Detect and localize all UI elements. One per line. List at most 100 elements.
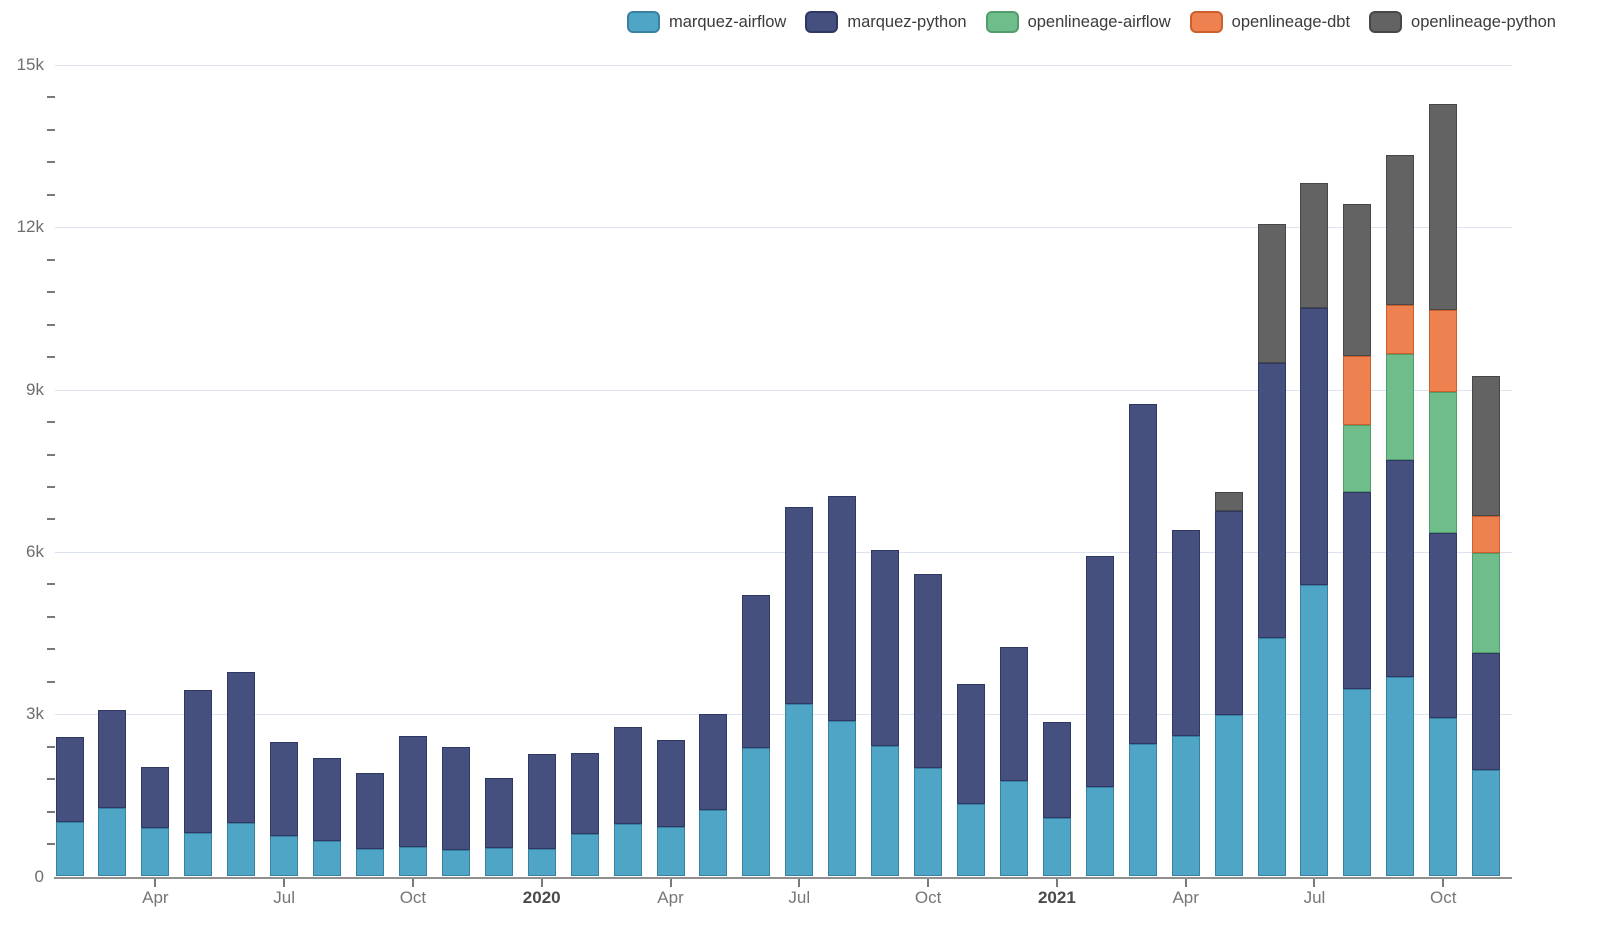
bar-segment-marquez-python[interactable] — [227, 672, 256, 823]
bar-segment-marquez-airflow[interactable] — [98, 808, 127, 877]
bar-segment-openlineage-python[interactable] — [1429, 103, 1458, 310]
bar-segment-marquez-python[interactable] — [55, 736, 84, 823]
bar-segment-openlineage-dbt[interactable] — [1386, 304, 1415, 355]
bar-segment-marquez-airflow[interactable] — [699, 810, 728, 877]
y-axis-minor-tick — [47, 356, 55, 359]
bar-segment-marquez-airflow[interactable] — [1214, 714, 1243, 877]
legend-label: openlineage-dbt — [1231, 12, 1351, 31]
bar-segment-marquez-python[interactable] — [1300, 307, 1329, 585]
bar-segment-marquez-airflow[interactable] — [785, 703, 814, 877]
y-axis-minor-tick — [47, 258, 55, 261]
bar-segment-marquez-python[interactable] — [999, 647, 1028, 781]
bar-segment-marquez-python[interactable] — [441, 747, 470, 850]
bar-segment-marquez-python[interactable] — [484, 778, 513, 849]
bar-segment-marquez-airflow[interactable] — [184, 832, 213, 877]
bar-segment-openlineage-dbt[interactable] — [1429, 309, 1458, 393]
bar-segment-openlineage-dbt[interactable] — [1343, 355, 1372, 426]
bar-segment-marquez-airflow[interactable] — [227, 822, 256, 877]
bar-segment-marquez-airflow[interactable] — [398, 846, 427, 877]
bar-segment-marquez-airflow[interactable] — [999, 780, 1028, 877]
bar-segment-marquez-airflow[interactable] — [828, 721, 857, 877]
bar-segment-marquez-airflow[interactable] — [1257, 637, 1286, 877]
bar-segment-marquez-airflow[interactable] — [484, 848, 513, 877]
bar-segment-marquez-python[interactable] — [527, 753, 556, 849]
bar-segment-marquez-airflow[interactable] — [141, 828, 170, 877]
bar-segment-marquez-python[interactable] — [313, 758, 342, 841]
bar-segment-marquez-airflow[interactable] — [570, 834, 599, 877]
bar-segment-marquez-airflow[interactable] — [1042, 818, 1071, 877]
bar-segment-marquez-python[interactable] — [957, 683, 986, 804]
bar-segment-marquez-airflow[interactable] — [1300, 584, 1329, 877]
bar-segment-marquez-airflow[interactable] — [742, 748, 771, 877]
legend-item-openlineage-airflow[interactable]: openlineage-airflow — [985, 11, 1171, 33]
bar-segment-openlineage-python[interactable] — [1343, 204, 1372, 356]
bar-segment-marquez-airflow[interactable] — [1343, 688, 1372, 877]
bar-segment-marquez-python[interactable] — [1343, 492, 1372, 689]
bar-segment-marquez-airflow[interactable] — [656, 827, 685, 877]
legend-item-marquez-python[interactable]: marquez-python — [805, 11, 967, 33]
bar-segment-marquez-airflow[interactable] — [957, 804, 986, 877]
bar-segment-marquez-python[interactable] — [1128, 403, 1157, 745]
bar-segment-marquez-airflow[interactable] — [270, 836, 299, 877]
bar-segment-marquez-python[interactable] — [914, 574, 943, 769]
y-axis-minor-tick — [47, 161, 55, 164]
bar-segment-openlineage-python[interactable] — [1257, 224, 1286, 363]
bar-segment-marquez-airflow[interactable] — [1429, 717, 1458, 877]
bar-segment-marquez-airflow[interactable] — [1128, 744, 1157, 877]
bar-segment-marquez-python[interactable] — [1257, 362, 1286, 638]
bar-segment-marquez-python[interactable] — [1429, 532, 1458, 718]
bar-segment-marquez-airflow[interactable] — [1085, 787, 1114, 877]
bar-segment-openlineage-python[interactable] — [1300, 182, 1329, 308]
legend-item-marquez-airflow[interactable]: marquez-airflow — [626, 11, 786, 33]
bar-segment-marquez-python[interactable] — [871, 549, 900, 746]
bar-segment-marquez-airflow[interactable] — [613, 824, 642, 877]
legend-item-openlineage-dbt[interactable]: openlineage-dbt — [1189, 11, 1351, 33]
y-axis-minor-tick — [47, 745, 55, 748]
bar-segment-marquez-airflow[interactable] — [871, 745, 900, 877]
bar-segment-marquez-python[interactable] — [1472, 653, 1501, 770]
bar-segment-marquez-airflow[interactable] — [356, 848, 384, 877]
bar-segment-marquez-python[interactable] — [742, 594, 771, 749]
bar-segment-marquez-python[interactable] — [1085, 555, 1114, 788]
bar-segment-marquez-python[interactable] — [270, 742, 299, 837]
bar-segment-marquez-airflow[interactable] — [1171, 735, 1200, 877]
bar-segment-marquez-python[interactable] — [570, 752, 599, 835]
x-axis-tick-label: Jul — [1303, 887, 1326, 907]
bar-segment-openlineage-airflow[interactable] — [1472, 552, 1501, 654]
bar-segment-marquez-python[interactable] — [1386, 460, 1415, 678]
bar-segment-openlineage-python[interactable] — [1214, 491, 1243, 511]
bar-segment-marquez-python[interactable] — [184, 690, 213, 833]
bar-segment-marquez-python[interactable] — [1214, 510, 1243, 715]
bar-segment-marquez-airflow[interactable] — [55, 822, 84, 877]
legend-swatch-icon — [985, 11, 1019, 33]
bar-segment-marquez-airflow[interactable] — [527, 848, 556, 877]
bar-segment-marquez-python[interactable] — [785, 506, 814, 704]
bar-segment-marquez-airflow[interactable] — [313, 840, 342, 877]
bar-segment-marquez-python[interactable] — [828, 496, 857, 722]
bar-segment-marquez-python[interactable] — [1171, 529, 1200, 736]
bar-segment-openlineage-dbt[interactable] — [1472, 515, 1501, 553]
legend-item-openlineage-python[interactable]: openlineage-python — [1369, 11, 1556, 33]
bar-segment-marquez-python[interactable] — [613, 727, 642, 824]
legend-swatch-icon — [626, 11, 660, 33]
bar-segment-marquez-airflow[interactable] — [1386, 677, 1415, 877]
bar-segment-marquez-airflow[interactable] — [441, 849, 470, 877]
bar-segment-marquez-python[interactable] — [1042, 722, 1071, 819]
bar-segment-openlineage-airflow[interactable] — [1343, 425, 1372, 493]
x-axis-tick-label: Oct — [1430, 887, 1457, 907]
bar-segment-openlineage-airflow[interactable] — [1386, 354, 1415, 461]
bar-segment-marquez-airflow[interactable] — [1472, 769, 1501, 877]
y-axis-minor-tick — [47, 128, 55, 131]
bar-segment-marquez-python[interactable] — [398, 735, 427, 847]
y-axis-tick-label: 3k — [26, 704, 44, 724]
bar-segment-marquez-python[interactable] — [656, 739, 685, 828]
bar-segment-marquez-python[interactable] — [356, 772, 384, 849]
bar-segment-marquez-python[interactable] — [141, 767, 170, 829]
bar-segment-openlineage-python[interactable] — [1386, 155, 1415, 305]
bar-segment-marquez-airflow[interactable] — [914, 768, 943, 877]
bar-segment-marquez-python[interactable] — [699, 714, 728, 811]
bar-segment-marquez-python[interactable] — [98, 709, 127, 809]
bar-segment-openlineage-airflow[interactable] — [1429, 392, 1458, 533]
bar-segment-openlineage-python[interactable] — [1472, 375, 1501, 516]
